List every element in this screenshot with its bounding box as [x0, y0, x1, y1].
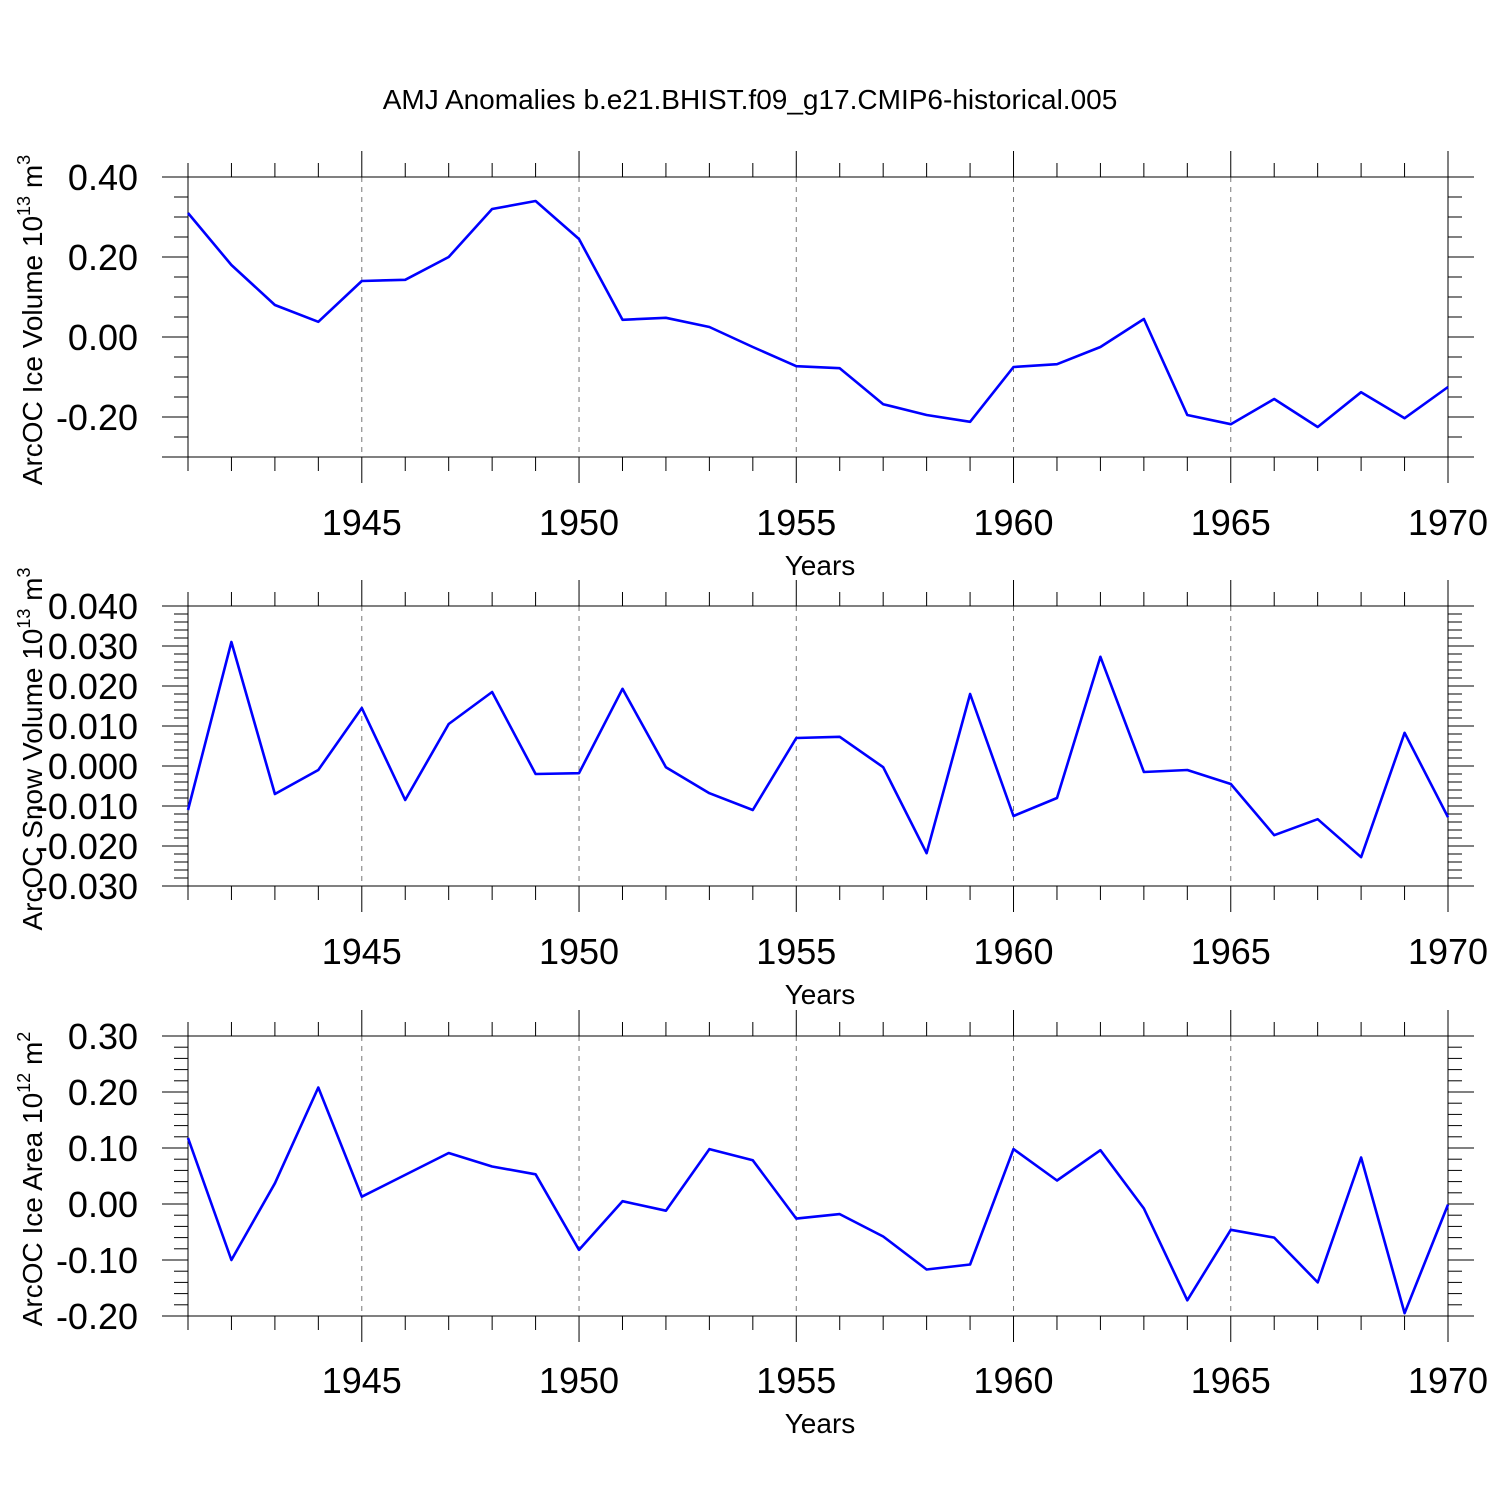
x-tick-label: 1945: [322, 931, 402, 972]
x-axis-label: Years: [785, 1408, 856, 1439]
figure-title: AMJ Anomalies b.e21.BHIST.f09_g17.CMIP6-…: [383, 84, 1118, 115]
series-line-arcoc-ice-area: [186, 1086, 1450, 1315]
y-tick-label: 0.00: [68, 317, 138, 358]
x-tick-label: 1955: [756, 1360, 836, 1401]
x-tick-label: 1955: [756, 502, 836, 543]
y-tick-label: 0.040: [48, 586, 138, 627]
x-axis-label: Years: [785, 979, 856, 1010]
x-tick-label: 1960: [973, 1360, 1053, 1401]
x-tick-label: 1965: [1191, 502, 1271, 543]
y-tick-label: -0.10: [56, 1240, 138, 1281]
y-tick-label: -0.20: [56, 1296, 138, 1337]
x-tick-label: 1970: [1408, 502, 1488, 543]
x-tick-label: 1965: [1191, 1360, 1271, 1401]
y-tick-label: -0.030: [36, 866, 138, 907]
x-tick-label: 1960: [973, 931, 1053, 972]
x-tick-label: 1960: [973, 502, 1053, 543]
x-tick-label: 1965: [1191, 931, 1271, 972]
x-axis-label: Years: [785, 550, 856, 581]
y-tick-label: 0.20: [68, 237, 138, 278]
y-axis-label-unit: m: [17, 165, 48, 196]
y-axis-label-text: ArcOC Ice Volume 10: [17, 216, 48, 485]
y-tick-label: -0.010: [36, 786, 138, 827]
y-axis-label-exponent: 13: [14, 609, 34, 629]
y-axis-label-unit: m: [17, 577, 48, 608]
y-tick-label: 0.000: [48, 746, 138, 787]
series-line-arcoc-ice-volume: [187, 199, 1449, 429]
y-tick-label: 0.10: [68, 1128, 138, 1169]
x-tick-label: 1950: [539, 502, 619, 543]
y-tick-label: 0.020: [48, 666, 138, 707]
y-tick-label: 0.40: [68, 157, 138, 198]
y-tick-label: -0.20: [56, 397, 138, 438]
x-tick-label: 1950: [539, 1360, 619, 1401]
panels-container: 0.40 0.20 0.00 -0.20 1945 1950 1955 1960 1965 197…: [14, 151, 1488, 1439]
x-tick-label: 1970: [1408, 931, 1488, 972]
x-tick-label: 1955: [756, 931, 836, 972]
y-axis-label: ArcOC Snow Volume 1013 m3: [14, 567, 48, 930]
y-tick-label: 0.030: [48, 626, 138, 667]
y-axis-label-unit-exponent: 3: [14, 155, 34, 165]
x-tick-label: 1945: [322, 1360, 402, 1401]
x-tick-label: 1950: [539, 931, 619, 972]
chart-panel-3: 0.30 0.20 0.10 0.00 -0.10 -0.20 1945 1950 1955 19…: [14, 1010, 1488, 1439]
y-axis-label-unit-exponent: 3: [14, 567, 34, 577]
y-axis-label-unit-exponent: 2: [14, 1032, 34, 1042]
chart-panel-1: 0.40 0.20 0.00 -0.20 1945 1950 1955 1960 1965 197…: [14, 151, 1488, 581]
y-axis-label-exponent: 12: [14, 1073, 34, 1093]
y-axis-label-unit: m: [17, 1042, 48, 1073]
y-tick-label: 0.30: [68, 1016, 138, 1057]
y-tick-label: 0.20: [68, 1072, 138, 1113]
series-line-arcoc-snow-volume: [186, 640, 1450, 859]
x-tick-label: 1945: [322, 502, 402, 543]
y-tick-label: 0.00: [68, 1184, 138, 1225]
y-tick-label: -0.020: [36, 826, 138, 867]
y-axis-label-text: ArcOC Snow Volume 10: [17, 629, 48, 931]
x-tick-label: 1970: [1408, 1360, 1488, 1401]
y-axis-label-exponent: 13: [14, 196, 34, 216]
y-axis-label: ArcOC Ice Area 1012 m2: [14, 1032, 48, 1327]
chart-panel-2: 0.0400.0300.0200.0100.000-0.010-0.020-0.…: [14, 567, 1488, 1010]
y-axis-label-text: ArcOC Ice Area 10: [17, 1093, 48, 1326]
y-tick-label: 0.010: [48, 706, 138, 747]
y-axis-label: ArcOC Ice Volume 1013 m3: [14, 155, 48, 485]
